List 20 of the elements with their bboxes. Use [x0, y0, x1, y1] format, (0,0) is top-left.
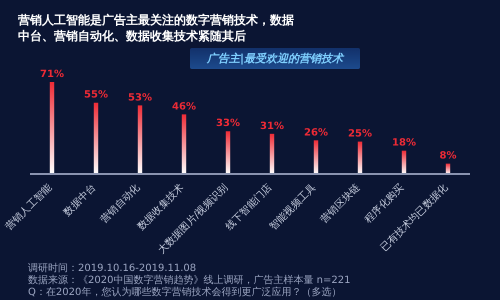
- bar: [94, 102, 98, 174]
- data-label: 25%: [348, 128, 372, 140]
- data-label: 18%: [392, 138, 416, 149]
- x-tick-label: 营销人工智能: [3, 182, 54, 233]
- chart-subtitle: 广告主|最受欢迎的营销技术: [190, 48, 360, 69]
- bar: [50, 82, 54, 174]
- source-note: 数据来源：《2020中国数字营销趋势》线上调研，广告主样本量 n=221: [28, 275, 350, 286]
- data-label: 55%: [84, 90, 108, 101]
- data-label: 71%: [40, 69, 64, 80]
- data-label: 8%: [440, 150, 456, 162]
- data-label: 31%: [260, 120, 284, 132]
- data-label: 26%: [304, 127, 328, 138]
- x-tick-label: 营销区块链: [318, 182, 362, 226]
- data-label: 46%: [172, 101, 196, 112]
- chart-title: 营销人工智能是广告主最关注的数字营销技术，数据中台、营销自动化、数据收集技术紧随其后: [18, 12, 295, 44]
- text: 调研时间：2019.10.16-2019.11.08: [28, 263, 198, 274]
- data-label: 53%: [128, 92, 152, 104]
- x-tick-label: 数据中台: [61, 182, 98, 218]
- data-label: 33%: [216, 118, 240, 130]
- text: Q：在2020年，您认为哪些数字营销技术会得到更广泛应用？（多选）: [28, 287, 342, 299]
